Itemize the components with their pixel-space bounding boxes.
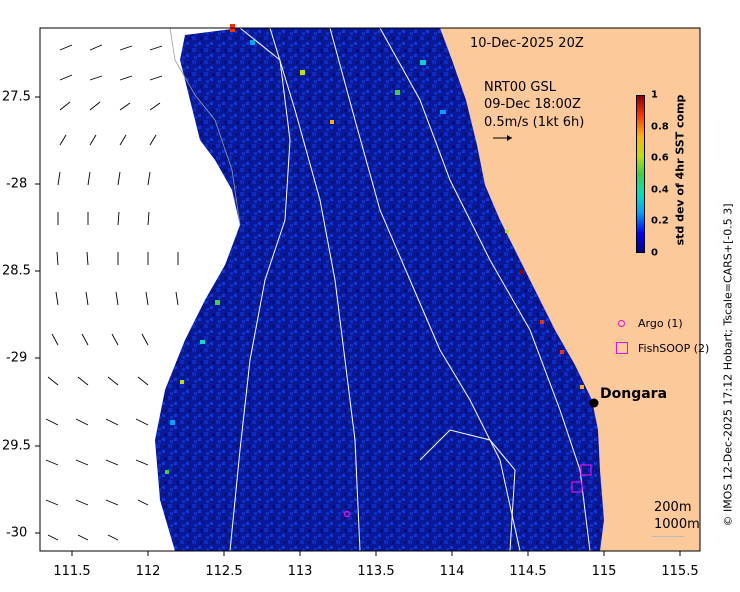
plot-frame	[39, 27, 701, 552]
legend-fishsoop: FishSOOP (2)	[638, 342, 710, 355]
y-tick-label: -29	[6, 350, 28, 366]
colorbar-gradient	[637, 96, 644, 252]
colorbar-tick: 0.8	[651, 121, 669, 133]
colorbar-title: std dev of 4hr SST comp	[673, 94, 687, 246]
y-tick-label: -30	[6, 525, 28, 541]
depth-contours	[229, 27, 591, 552]
depth-legend-200: 200m	[654, 500, 692, 515]
y-tick-label: -28	[6, 176, 28, 192]
x-tick-label: 113.5	[357, 564, 395, 579]
colorbar-tick: 0.6	[651, 152, 669, 164]
x-tick-marks	[71, 551, 681, 556]
depth-legend-line	[652, 536, 684, 537]
colorbar-tick: 0.2	[651, 215, 669, 227]
colorbar	[636, 95, 645, 253]
date-title: 10-Dec-2025 20Z	[470, 36, 584, 51]
sst-data-area	[155, 28, 604, 551]
fishsoop-legend-icon	[616, 342, 628, 354]
legend-argo: Argo (1)	[638, 317, 683, 330]
x-tick-label: 113	[287, 564, 313, 579]
argo-legend-icon	[618, 320, 625, 327]
x-tick-label: 114	[439, 564, 465, 579]
y-tick-marks	[35, 96, 40, 534]
x-tick-label: 115	[591, 564, 617, 579]
colorbar-tick: 0.4	[651, 184, 669, 196]
time-label: 09-Dec 18:00Z	[484, 97, 581, 112]
colorbar-tick: 0	[651, 247, 658, 259]
x-tick-label: 115.5	[661, 564, 699, 579]
y-tick-label: 28.5	[2, 263, 31, 279]
fishsoop-marker	[571, 481, 583, 493]
x-tick-label: 112.5	[205, 564, 243, 579]
current-vectors	[45, 44, 179, 541]
credit-text: © IMOS 12-Dec-2025 17:12 Hobart; Tscale=…	[721, 203, 735, 527]
y-tick-label: 27.5	[2, 89, 31, 105]
place-label-dongara: Dongara	[600, 386, 668, 402]
x-tick-label: 111.5	[53, 564, 91, 579]
x-tick-label: 112	[135, 564, 161, 579]
coast-outline	[169, 27, 241, 226]
product-label: NRT00 GSL	[484, 80, 556, 95]
depth-legend-1000: 1000m	[654, 517, 700, 532]
fishsoop-marker	[580, 464, 592, 476]
dongara-marker	[589, 398, 599, 408]
land-area	[440, 28, 700, 551]
scale-label: 0.5m/s (1kt 6h)	[484, 115, 585, 130]
y-tick-label: 29.5	[2, 438, 31, 454]
argo-marker	[343, 510, 351, 518]
x-tick-label: 114.5	[509, 564, 547, 579]
scale-arrow-head	[507, 135, 512, 141]
colorbar-tick: 1	[651, 89, 658, 101]
